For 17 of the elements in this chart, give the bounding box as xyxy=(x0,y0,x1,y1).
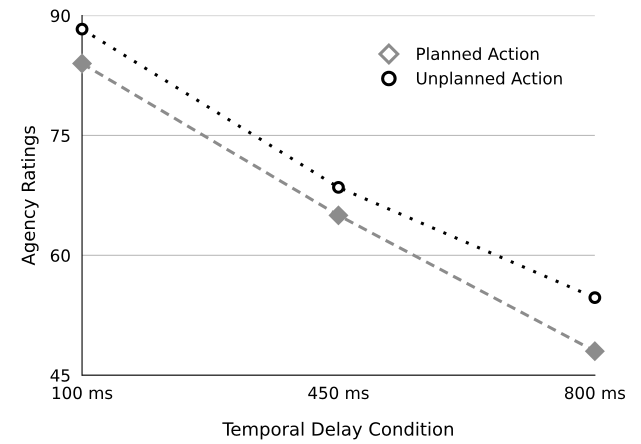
y-tick-label: 90 xyxy=(50,10,70,22)
x-tick-label: 450 ms xyxy=(308,386,369,400)
legend-label: Planned Action xyxy=(417,47,538,60)
point xyxy=(332,180,345,194)
x-tick-label: 100 ms xyxy=(52,386,112,400)
y-tick-label: 45 xyxy=(50,369,70,382)
y-axis-title: Agency Ratings xyxy=(21,126,39,266)
x-axis-title: Temporal Delay Condition xyxy=(222,422,453,440)
legend-label: Unplanned Action xyxy=(416,72,562,88)
y-tick-label: 75 xyxy=(51,130,70,142)
point xyxy=(588,291,602,304)
point xyxy=(72,54,92,73)
x-tick-label: 800 ms xyxy=(564,386,626,400)
point xyxy=(585,342,604,361)
point xyxy=(329,206,348,225)
point xyxy=(76,22,88,36)
y-tick-label: 60 xyxy=(50,249,70,262)
